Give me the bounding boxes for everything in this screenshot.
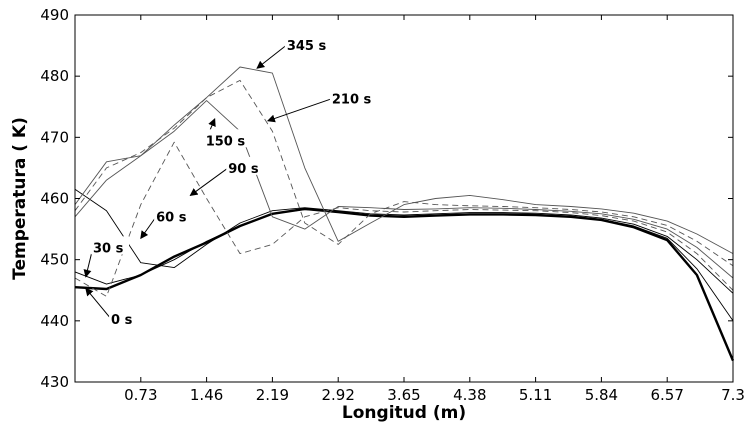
annotation-arrow [140, 216, 157, 240]
annotation-bg [154, 205, 193, 224]
series-line-345s [74, 66, 734, 254]
x-tick-label: 5.84 [585, 386, 618, 404]
series-layer [74, 66, 735, 362]
annotation-label: 60 s [156, 211, 187, 226]
annotation-bg [91, 236, 130, 255]
x-tick-label: 2.92 [321, 386, 354, 404]
x-tick-label: 1.46 [190, 386, 223, 404]
x-tick-label: 4.38 [453, 386, 486, 404]
series-line-60s [74, 188, 734, 294]
x-tick-label: 6.57 [650, 386, 683, 404]
annotation-bg [329, 87, 377, 106]
annotation-label: 0 s [111, 313, 133, 328]
annotation-arrow [266, 98, 333, 123]
x-tick-label: 2.19 [256, 386, 289, 404]
y-tick-label: 480 [40, 67, 69, 85]
annotation-arrow [256, 44, 288, 69]
annotation-bg [284, 33, 332, 52]
y-axis-title: Temperatura ( K) [10, 117, 30, 280]
annotation-label: 90 s [228, 162, 259, 177]
series-line-210s [74, 79, 734, 267]
annotation-label: 210 s [332, 93, 372, 108]
plot-area [75, 15, 733, 382]
y-tick-label: 460 [40, 190, 69, 208]
x-tick-label: 3.65 [387, 386, 420, 404]
annotation-bg [109, 307, 139, 326]
x-tick-label: 7.3 [721, 386, 745, 404]
series-line-150s [74, 100, 734, 279]
y-tick-label: 450 [40, 251, 69, 269]
series-line-30s [74, 209, 734, 322]
y-tick-label: 470 [40, 128, 69, 146]
axes: 0.73 1.46 2.19 2.92 3.65 4.38 5.11 5.84 6.57 7.3 4… [40, 6, 745, 404]
series-line-0s [74, 207, 735, 362]
annotation-bg [226, 156, 265, 175]
x-tick-label: 0.73 [124, 386, 157, 404]
y-tick-label: 430 [40, 373, 69, 391]
series-line-90s [74, 141, 734, 297]
plot-background [75, 15, 733, 382]
annotation-label: 30 s [93, 241, 124, 256]
annotation-arrow [85, 287, 112, 320]
annotation-bg [203, 129, 251, 148]
annotation-arrow [189, 167, 229, 197]
annotation-label: 345 s [287, 39, 327, 54]
annotation-label: 150 s [206, 134, 246, 149]
y-tick-label: 440 [40, 312, 69, 330]
annotations: 0 s 30 s 60 s 90 s 150 s 210 s 345 s [83, 33, 377, 328]
y-tick-label: 490 [40, 6, 69, 24]
x-tick-label: 5.11 [519, 386, 552, 404]
x-axis-title: Longitud (m) [342, 403, 466, 423]
